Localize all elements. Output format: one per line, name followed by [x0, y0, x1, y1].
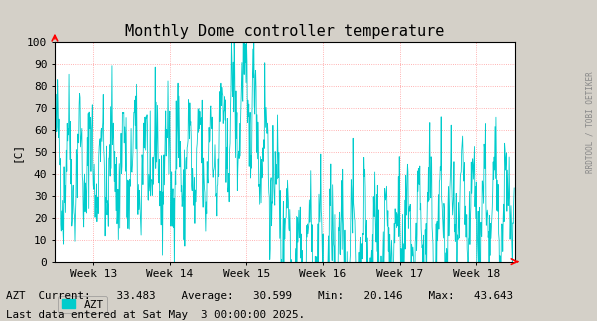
- Title: Monthly Dome controller temperature: Monthly Dome controller temperature: [125, 24, 444, 39]
- Y-axis label: [C]: [C]: [11, 142, 21, 162]
- Text: Last data entered at Sat May  3 00:00:00 2025.: Last data entered at Sat May 3 00:00:00 …: [6, 310, 305, 320]
- Legend: AZT: AZT: [58, 296, 107, 313]
- Text: AZT  Current:    33.483    Average:   30.599    Min:   20.146    Max:   43.643: AZT Current: 33.483 Average: 30.599 Min:…: [6, 291, 513, 300]
- Text: RRDTOOL / TOBI OETIKER: RRDTOOL / TOBI OETIKER: [585, 71, 595, 173]
